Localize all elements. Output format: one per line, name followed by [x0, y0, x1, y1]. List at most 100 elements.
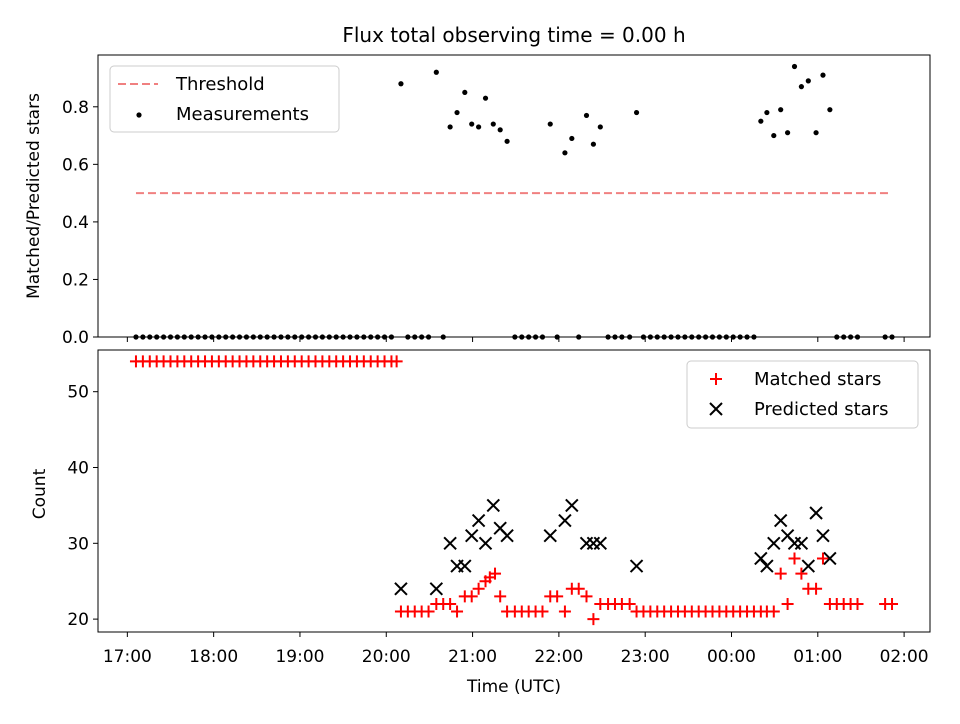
measurement-point: [447, 124, 453, 130]
predicted-star-point: [500, 529, 514, 543]
predicted-star-point: [767, 536, 781, 551]
x-axis-label: Time (UTC): [466, 677, 561, 697]
predicted-star-point: [443, 536, 457, 551]
count-y-tick-label: 50: [67, 383, 89, 403]
matched-star-point: [558, 605, 571, 618]
matched-star-point: [810, 582, 823, 595]
measurement-point: [805, 78, 811, 84]
measurement-point: [504, 138, 510, 144]
measurement-point: [784, 130, 791, 136]
chart-title: Flux total observing time = 0.00 h: [342, 23, 685, 47]
measurement-point: [462, 89, 468, 96]
x-tick-label: 19:00: [275, 647, 324, 667]
predicted-star-point: [458, 559, 472, 573]
predicted-star-point: [593, 536, 608, 551]
measurement-point: [476, 124, 482, 130]
matched-star-point: [774, 567, 787, 580]
count-panel: 17:00 18:00 19:00 20:00 21:00 22:00 23:00 00:00…: [30, 349, 931, 697]
legend-matched-label: Matched stars: [754, 369, 881, 390]
measurement-point: [454, 109, 460, 116]
predicted-star-point: [558, 513, 572, 528]
matched-star-point: [422, 605, 435, 618]
measurement-point: [433, 69, 439, 75]
legend-predicted-label: Predicted stars: [754, 399, 888, 420]
predicted-star-point: [471, 513, 486, 528]
matched-star-point: [572, 582, 585, 595]
measurement-point: [597, 124, 603, 130]
measurement-point: [764, 109, 770, 116]
x-tick-label: 22:00: [534, 647, 583, 667]
measurement-point: [469, 121, 475, 127]
measurement-point: [633, 109, 640, 116]
matched-star-point: [390, 355, 403, 368]
matched-star-point: [451, 605, 464, 618]
matched-star-point: [587, 613, 600, 626]
count-legend: Matched stars Predicted stars: [686, 360, 919, 429]
ratio-y-tick-label: 0.0: [62, 328, 89, 348]
measurement-point: [827, 107, 833, 113]
matched-star-point: [551, 590, 564, 603]
matched-star-point: [788, 552, 801, 565]
measurement-point: [490, 121, 496, 127]
predicted-star-point: [773, 513, 788, 528]
legend-threshold-label: Threshold: [175, 74, 265, 95]
count-legend-box: [686, 360, 919, 429]
legend-matched-swatch: [710, 373, 722, 385]
measurement-point: [791, 63, 798, 70]
matched-star-point: [767, 605, 780, 618]
count-points: [129, 355, 899, 626]
measurement-point: [569, 135, 575, 142]
predicted-star-point: [794, 536, 809, 551]
ratio-y-tick-label: 0.8: [62, 98, 89, 118]
predicted-star-point: [478, 536, 493, 551]
predicted-star-point: [801, 559, 816, 573]
measurement-point: [583, 112, 590, 119]
measurement-point: [547, 121, 553, 127]
count-axes: 17:00 18:00 19:00 20:00 21:00 22:00 23:00 00:00…: [67, 383, 928, 667]
measurement-point: [758, 118, 764, 124]
predicted-star-point: [394, 582, 408, 596]
x-tick-label: 01:00: [793, 647, 842, 667]
ratio-y-tick-label: 0.6: [62, 155, 89, 175]
matched-star-point: [886, 597, 899, 610]
measurement-point: [562, 150, 568, 156]
measurement-point: [771, 132, 777, 139]
matched-star-point: [489, 567, 502, 580]
matched-star-point: [580, 590, 593, 603]
predicted-star-point: [816, 529, 830, 543]
x-tick-label: 00:00: [707, 647, 756, 667]
predicted-star-point: [754, 551, 768, 566]
count-y-tick-label: 20: [67, 610, 89, 630]
ratio-legend-box: [109, 65, 340, 133]
measurement-point: [482, 95, 489, 101]
predicted-star-point: [823, 551, 837, 566]
matched-star-point: [623, 597, 636, 610]
measurement-point: [497, 127, 503, 133]
matched-star-point: [494, 590, 507, 603]
matched-star-point: [816, 552, 829, 565]
ratio-y-tick-label: 0.2: [62, 270, 89, 290]
measurement-point: [813, 130, 819, 136]
measurement-point: [798, 84, 805, 90]
matched-star-point: [444, 597, 457, 610]
ratio-axes: 0.0 0.2 0.4 0.6 0.8: [62, 98, 905, 348]
count-plot-frame: [97, 349, 931, 633]
predicted-star-point: [565, 498, 579, 513]
matched-star-point: [472, 582, 485, 595]
matched-star-point: [536, 605, 549, 618]
predicted-star-point: [760, 559, 774, 573]
matched-star-point: [851, 597, 864, 610]
predicted-star-point: [486, 498, 500, 513]
x-tick-label: 20:00: [362, 647, 411, 667]
x-tick-label: 18:00: [189, 647, 238, 667]
ratio-legend: Threshold Measurements: [109, 65, 340, 133]
predicted-star-point: [465, 529, 479, 543]
predicted-star-point: [629, 559, 644, 573]
x-tick-label: 21:00: [448, 647, 497, 667]
measurement-point: [590, 141, 597, 147]
matched-star-point: [795, 567, 808, 580]
ratio-plot-frame: [97, 54, 931, 338]
count-y-tick-label: 30: [67, 534, 89, 554]
matched-star-point: [465, 590, 478, 603]
